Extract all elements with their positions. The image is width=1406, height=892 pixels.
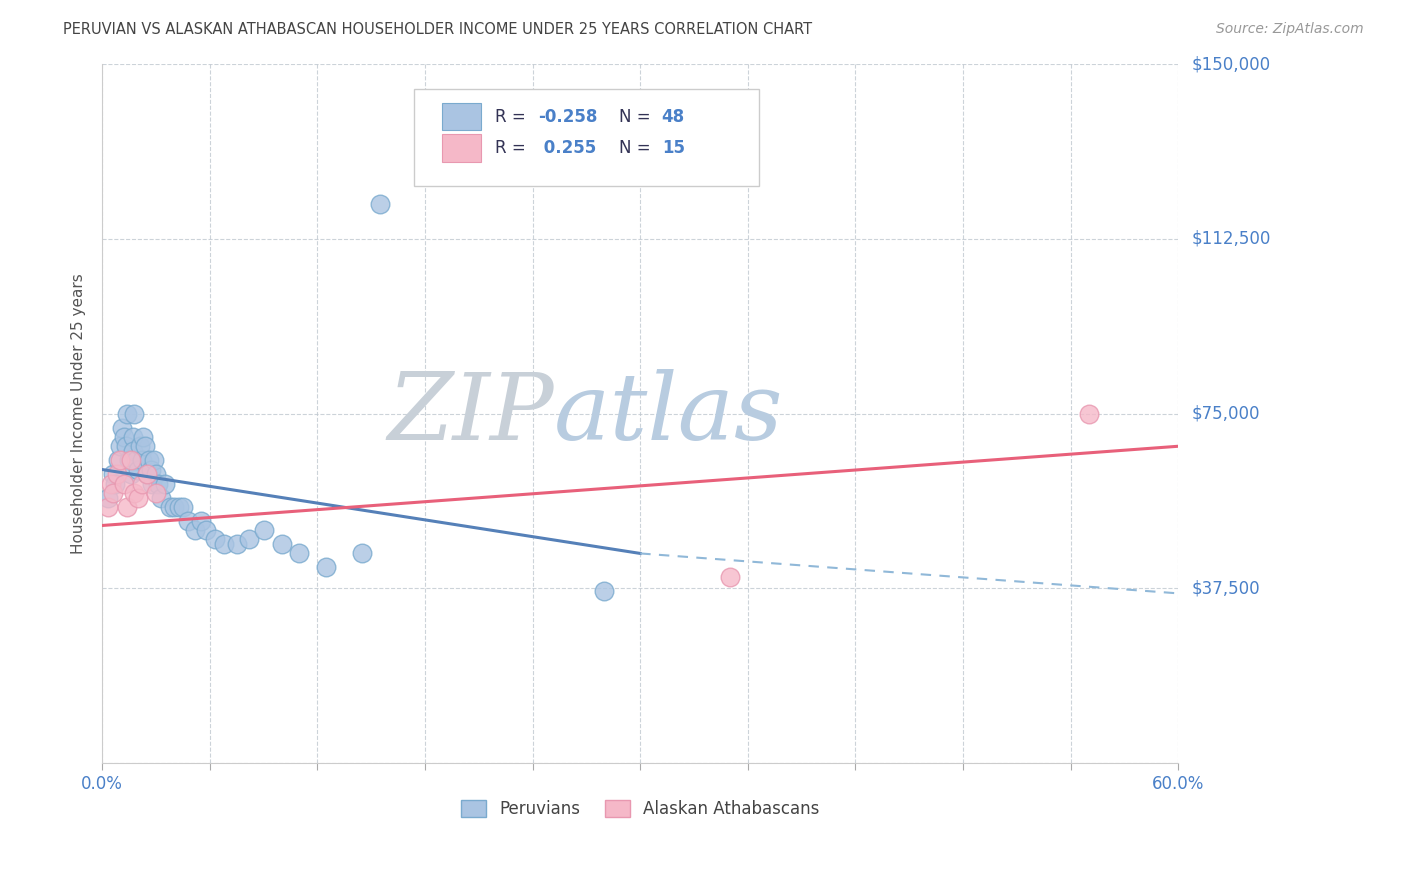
Point: [163, 500, 186, 514]
Point: [139, 462, 162, 476]
Point: [124, 407, 146, 421]
Point: [368, 197, 391, 211]
Text: R =: R =: [495, 139, 531, 157]
Point: [153, 476, 176, 491]
Text: PERUVIAN VS ALASKAN ATHABASCAN HOUSEHOLDER INCOME UNDER 25 YEARS CORRELATION CHA: PERUVIAN VS ALASKAN ATHABASCAN HOUSEHOLD…: [63, 22, 813, 37]
Point: [159, 500, 181, 514]
Point: [238, 533, 260, 547]
Point: [352, 546, 374, 560]
Point: [270, 537, 292, 551]
Point: [204, 533, 226, 547]
Text: 48: 48: [662, 108, 685, 126]
Point: [128, 439, 150, 453]
Point: [138, 453, 160, 467]
Point: [145, 486, 167, 500]
Text: N =: N =: [619, 108, 655, 126]
Y-axis label: Householder Income Under 25 years: Householder Income Under 25 years: [72, 273, 86, 554]
Point: [593, 583, 616, 598]
Text: R =: R =: [495, 108, 531, 126]
Point: [150, 491, 173, 505]
Point: [97, 500, 120, 514]
Point: [127, 462, 149, 476]
Point: [112, 476, 135, 491]
FancyBboxPatch shape: [415, 88, 759, 186]
Point: [108, 453, 131, 467]
Point: [107, 453, 129, 467]
Point: [101, 467, 124, 482]
Point: [120, 467, 142, 482]
Text: 15: 15: [662, 139, 685, 157]
Point: [121, 430, 143, 444]
Text: N =: N =: [619, 139, 655, 157]
Legend: Peruvians, Alaskan Athabascans: Peruvians, Alaskan Athabascans: [454, 793, 827, 825]
Text: $75,000: $75,000: [1192, 405, 1261, 423]
Point: [101, 486, 124, 500]
Point: [315, 560, 337, 574]
Point: [104, 476, 127, 491]
Point: [1077, 407, 1099, 421]
Point: [136, 467, 159, 482]
FancyBboxPatch shape: [443, 103, 481, 130]
Point: [195, 523, 218, 537]
Text: $112,500: $112,500: [1192, 230, 1271, 248]
Point: [105, 467, 128, 482]
Text: $150,000: $150,000: [1192, 55, 1271, 73]
Point: [184, 523, 207, 537]
Point: [111, 420, 134, 434]
Point: [143, 453, 166, 467]
Point: [141, 476, 163, 491]
FancyBboxPatch shape: [443, 135, 481, 161]
Point: [97, 491, 120, 505]
Point: [172, 500, 194, 514]
Point: [117, 500, 139, 514]
Point: [131, 453, 153, 467]
Point: [131, 476, 153, 491]
Point: [125, 453, 148, 467]
Point: [121, 444, 143, 458]
Point: [177, 514, 200, 528]
Text: $37,500: $37,500: [1192, 580, 1261, 598]
Point: [145, 467, 167, 482]
Point: [117, 407, 139, 421]
Point: [136, 467, 159, 482]
Point: [108, 439, 131, 453]
Point: [120, 453, 142, 467]
Point: [100, 476, 122, 491]
Point: [127, 491, 149, 505]
Point: [225, 537, 247, 551]
Point: [169, 500, 191, 514]
Point: [212, 537, 235, 551]
Point: [190, 514, 212, 528]
Point: [288, 546, 311, 560]
Point: [112, 430, 135, 444]
Point: [718, 570, 741, 584]
Point: [118, 453, 141, 467]
Point: [134, 439, 156, 453]
Text: atlas: atlas: [554, 368, 783, 458]
Point: [252, 523, 274, 537]
Point: [146, 476, 169, 491]
Text: Source: ZipAtlas.com: Source: ZipAtlas.com: [1216, 22, 1364, 37]
Text: ZIP: ZIP: [388, 368, 554, 458]
Point: [114, 439, 136, 453]
Point: [124, 486, 146, 500]
Point: [132, 430, 155, 444]
Text: -0.258: -0.258: [538, 108, 598, 126]
Text: 0.255: 0.255: [538, 139, 596, 157]
